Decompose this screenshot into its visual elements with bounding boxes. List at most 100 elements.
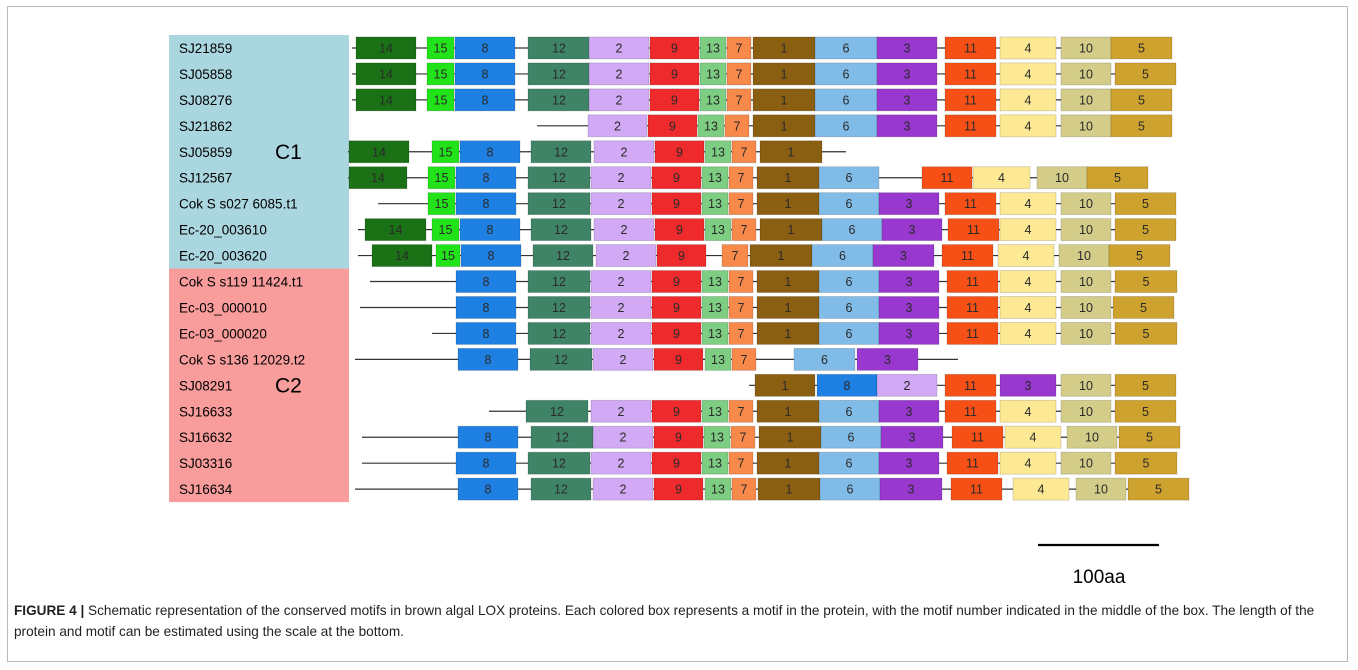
motif-box-11 [944, 192, 997, 216]
motif-box-5 [1114, 192, 1177, 216]
motif-box-5 [1114, 322, 1178, 345]
motif-label-12: 12 [554, 353, 568, 367]
motif-label-12: 12 [552, 275, 566, 289]
motif-label-1: 1 [785, 197, 792, 211]
motif-label-7: 7 [741, 145, 748, 159]
motif-box-2 [590, 192, 652, 216]
motif-box-4 [999, 451, 1057, 475]
motif-box-5 [1114, 451, 1178, 475]
motif-box-9 [653, 425, 704, 449]
motif-box-9 [656, 244, 707, 267]
motif-box-12 [527, 166, 591, 190]
motif-label-14: 14 [389, 223, 403, 237]
motif-label-7: 7 [736, 93, 743, 107]
motif-label-2: 2 [618, 301, 625, 315]
motif-label-3: 3 [1025, 379, 1032, 393]
protein-name: Cok S s027 6085.t1 [179, 197, 298, 212]
motif-label-13: 13 [711, 483, 725, 497]
motif-label-2: 2 [618, 171, 625, 185]
motif-label-13: 13 [711, 145, 725, 159]
motif-label-6: 6 [821, 353, 828, 367]
motif-label-8: 8 [482, 41, 489, 55]
motif-box-12 [527, 296, 591, 319]
motif-label-7: 7 [736, 41, 743, 55]
protein-name: Cok S s136 12029.t2 [179, 352, 305, 367]
motif-box-13 [701, 451, 729, 475]
motif-label-6: 6 [847, 483, 854, 497]
motif-box-7 [731, 140, 757, 164]
motif-label-8: 8 [485, 483, 492, 497]
motif-label-10: 10 [1079, 457, 1093, 471]
motif-label-14: 14 [395, 249, 409, 263]
motif-box-13 [699, 88, 727, 112]
motif-box-1 [754, 373, 816, 397]
protein-name: Ec-20_003620 [179, 249, 267, 264]
motif-label-1: 1 [781, 119, 788, 133]
motif-label-8: 8 [483, 301, 490, 315]
motif-label-15: 15 [434, 67, 448, 81]
motif-box-8 [454, 88, 516, 112]
motif-label-3: 3 [900, 249, 907, 263]
motif-label-14: 14 [379, 93, 393, 107]
motif-box-12 [527, 270, 591, 293]
motif-box-5 [1114, 62, 1177, 86]
motif-label-2: 2 [618, 327, 625, 341]
motif-label-9: 9 [671, 41, 678, 55]
motif-box-15 [426, 88, 455, 112]
motif-label-5: 5 [1142, 223, 1149, 237]
motif-box-3 [856, 347, 919, 371]
motif-box-9 [653, 477, 704, 501]
motif-box-12 [530, 477, 592, 501]
protein-name: Ec-03_000010 [179, 300, 267, 315]
motif-box-12 [527, 192, 591, 216]
motif-label-11: 11 [964, 405, 977, 419]
motif-box-5 [1114, 399, 1177, 423]
protein-name: SJ21862 [179, 119, 232, 134]
motif-label-8: 8 [485, 431, 492, 445]
protein-name: SJ08291 [179, 378, 232, 393]
motif-box-2 [590, 296, 652, 319]
motif-label-9: 9 [673, 327, 680, 341]
motif-box-9 [651, 192, 702, 216]
motif-label-6: 6 [843, 67, 850, 81]
motif-box-2 [590, 451, 652, 475]
motif-label-4: 4 [1025, 93, 1032, 107]
motif-label-12: 12 [550, 405, 564, 419]
motif-label-12: 12 [552, 197, 566, 211]
motif-label-11: 11 [966, 457, 979, 471]
motif-label-15: 15 [441, 249, 455, 263]
motif-label-9: 9 [675, 353, 682, 367]
motif-box-4 [999, 322, 1057, 345]
protein-name: SJ05858 [179, 67, 232, 82]
motif-box-8 [454, 36, 516, 60]
motif-box-11 [944, 373, 997, 397]
caption-text: Schematic representation of the conserve… [14, 603, 1315, 639]
motif-label-6: 6 [846, 405, 853, 419]
motif-box-4 [999, 192, 1057, 216]
motif-label-4: 4 [1025, 275, 1032, 289]
motif-box-5 [1112, 296, 1175, 319]
motif-box-7 [726, 62, 752, 86]
motif-box-11 [947, 218, 1000, 242]
motif-label-2: 2 [616, 93, 623, 107]
motif-label-10: 10 [1094, 483, 1108, 497]
motif-label-10: 10 [1079, 41, 1093, 55]
motif-label-5: 5 [1143, 327, 1150, 341]
motif-label-12: 12 [555, 431, 569, 445]
motif-label-2: 2 [616, 67, 623, 81]
motif-box-7 [731, 347, 757, 371]
motif-label-3: 3 [906, 275, 913, 289]
motif-box-15 [427, 192, 456, 216]
motif-box-11 [946, 322, 999, 345]
motif-box-13 [704, 347, 732, 371]
motif-label-12: 12 [552, 301, 566, 315]
motif-box-10 [1060, 192, 1112, 216]
motif-label-9: 9 [676, 223, 683, 237]
motif-box-3 [876, 62, 938, 86]
motif-box-3 [881, 218, 943, 242]
motif-box-5 [1110, 36, 1173, 60]
motif-label-10: 10 [1079, 197, 1093, 211]
motif-label-13: 13 [706, 93, 720, 107]
motif-box-10 [1075, 477, 1127, 501]
motif-label-8: 8 [483, 327, 490, 341]
